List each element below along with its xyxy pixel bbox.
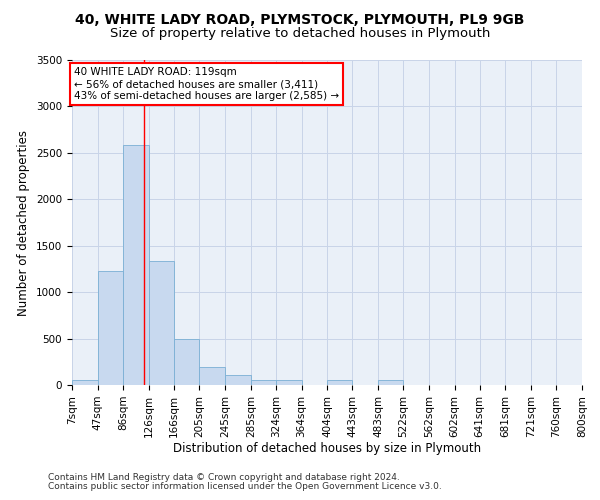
Bar bbox=[149, 260, 174, 385]
Bar bbox=[174, 339, 199, 385]
Text: Contains HM Land Registry data © Crown copyright and database right 2024.: Contains HM Land Registry data © Crown c… bbox=[48, 474, 400, 482]
Bar bbox=[378, 380, 403, 385]
Bar bbox=[328, 380, 352, 385]
Bar bbox=[251, 380, 276, 385]
Text: Size of property relative to detached houses in Plymouth: Size of property relative to detached ho… bbox=[110, 28, 490, 40]
Bar bbox=[98, 271, 123, 385]
X-axis label: Distribution of detached houses by size in Plymouth: Distribution of detached houses by size … bbox=[173, 442, 481, 456]
Text: Contains public sector information licensed under the Open Government Licence v3: Contains public sector information licen… bbox=[48, 482, 442, 491]
Bar bbox=[276, 380, 302, 385]
Text: 40 WHITE LADY ROAD: 119sqm
← 56% of detached houses are smaller (3,411)
43% of s: 40 WHITE LADY ROAD: 119sqm ← 56% of deta… bbox=[74, 68, 339, 100]
Bar bbox=[199, 367, 225, 385]
Y-axis label: Number of detached properties: Number of detached properties bbox=[17, 130, 31, 316]
Bar bbox=[225, 375, 251, 385]
Text: 40, WHITE LADY ROAD, PLYMSTOCK, PLYMOUTH, PL9 9GB: 40, WHITE LADY ROAD, PLYMSTOCK, PLYMOUTH… bbox=[76, 12, 524, 26]
Bar bbox=[72, 380, 98, 385]
Bar bbox=[123, 144, 149, 385]
